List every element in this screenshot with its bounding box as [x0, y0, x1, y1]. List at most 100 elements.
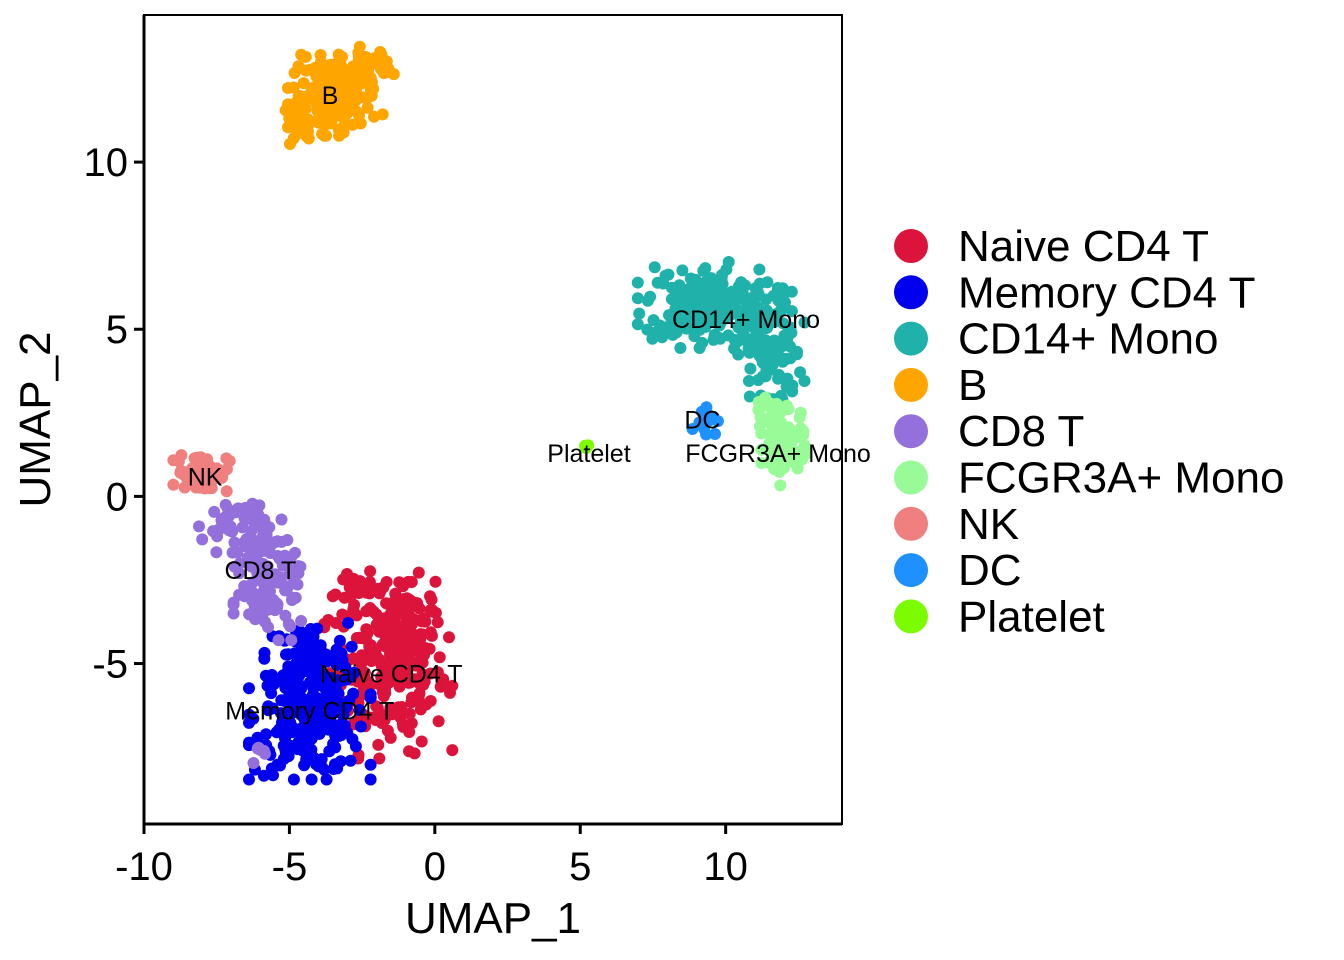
point-b — [282, 82, 294, 94]
series-fcgr3a-mono — [752, 391, 813, 492]
legend-item-naive-cd4-t: Naive CD4 T — [894, 222, 1209, 271]
legend-key-dc — [894, 553, 928, 588]
point-memory-cd4-t — [364, 773, 377, 786]
point-memory-cd4-t — [287, 773, 300, 786]
point-memory-cd4-t — [251, 731, 264, 744]
point-cd14-mono — [674, 342, 687, 354]
point-cd14-mono — [743, 375, 755, 387]
point-naive-cd4-t — [385, 601, 398, 614]
point-naive-cd4-t — [403, 726, 416, 738]
point-memory-cd4-t — [334, 755, 347, 768]
legend-key-naive-cd4-t — [894, 229, 928, 263]
legend-key-fcgr3a-mono — [894, 460, 928, 495]
point-memory-cd4-t — [335, 647, 348, 660]
point-cd8-t — [238, 580, 251, 593]
point-memory-cd4-t — [327, 724, 340, 736]
point-naive-cd4-t — [364, 565, 377, 578]
point-memory-cd4-t — [364, 688, 377, 701]
legend-key-memory-cd4-t — [894, 275, 928, 310]
point-cd14-mono — [761, 344, 773, 357]
cluster-label-b: B — [322, 82, 339, 110]
point-cd14-mono — [665, 314, 678, 327]
point-cd8-t — [245, 543, 258, 556]
legend-label-dc: DC — [958, 546, 1022, 595]
point-memory-cd4-t — [311, 719, 324, 732]
point-naive-cd4-t — [434, 680, 447, 693]
point-naive-cd4-t — [388, 615, 401, 628]
point-cd14-mono — [665, 293, 678, 306]
point-cd8-t — [211, 530, 224, 543]
point-fcgr3a-mono — [752, 396, 765, 408]
point-naive-cd4-t — [371, 702, 384, 714]
point-fcgr3a-mono — [774, 479, 787, 492]
point-b — [300, 124, 313, 137]
point-naive-cd4-t — [352, 587, 365, 599]
point-memory-cd4-t — [267, 769, 279, 782]
point-b — [328, 110, 341, 123]
point-cd8-t — [286, 594, 298, 606]
point-naive-cd4-t — [412, 566, 425, 579]
point-nk — [193, 468, 206, 481]
point-memory-cd4-t — [307, 681, 320, 694]
point-cd8-t — [239, 513, 252, 526]
point-naive-cd4-t — [355, 657, 368, 670]
point-naive-cd4-t — [413, 687, 426, 700]
cluster-labels: Naive CD4 T Memory CD4 T CD14+ Mono B CD8 T F… — [188, 82, 871, 725]
point-b — [284, 138, 296, 150]
point-naive-cd4-t — [419, 615, 432, 628]
x-tick-label: 10 — [703, 845, 748, 889]
point-cd14-mono — [785, 305, 798, 318]
point-cd14-mono — [722, 329, 735, 342]
point-memory-cd4-t — [300, 741, 313, 754]
legend-label-fcgr3a-mono: FCGR3A+ Mono — [958, 454, 1284, 503]
point-cd8-t — [252, 741, 265, 754]
point-cd14-mono — [731, 292, 744, 305]
point-b — [297, 77, 310, 90]
point-memory-cd4-t — [243, 682, 255, 695]
point-cd14-mono — [695, 314, 708, 327]
point-fcgr3a-mono — [780, 441, 793, 454]
point-dc — [709, 428, 721, 440]
point-fcgr3a-mono — [754, 411, 767, 424]
cluster-label-nk: NK — [188, 463, 223, 491]
point-naive-cd4-t — [446, 679, 459, 692]
point-cd8-t — [258, 560, 271, 573]
legend-item-memory-cd4-t: Memory CD4 T — [894, 268, 1255, 317]
point-cd14-mono — [753, 263, 766, 276]
legend-label-memory-cd4-t: Memory CD4 T — [958, 268, 1255, 317]
point-cd14-mono — [633, 307, 646, 320]
point-b — [353, 40, 366, 53]
point-cd14-mono — [699, 262, 712, 275]
point-memory-cd4-t — [340, 673, 353, 686]
legend-key-nk — [894, 506, 928, 541]
point-dc — [686, 423, 699, 435]
point-memory-cd4-t — [285, 685, 298, 698]
point-cd8-t — [193, 520, 205, 533]
point-memory-cd4-t — [298, 759, 311, 772]
point-cd14-mono — [761, 276, 774, 289]
point-cd14-mono — [779, 353, 792, 366]
point-nk — [220, 485, 233, 498]
point-naive-cd4-t — [374, 585, 386, 598]
point-cd8-t — [285, 634, 298, 647]
point-memory-cd4-t — [315, 674, 328, 687]
series-platelet — [579, 439, 595, 454]
point-memory-cd4-t — [259, 669, 272, 682]
point-cd8-t — [281, 560, 293, 573]
point-cd8-t — [291, 578, 304, 591]
point-naive-cd4-t — [432, 715, 445, 728]
point-naive-cd4-t — [360, 623, 373, 636]
point-fcgr3a-mono — [793, 411, 806, 424]
point-cd14-mono — [631, 318, 644, 331]
point-cd8-t — [260, 604, 273, 616]
point-fcgr3a-mono — [755, 443, 768, 456]
point-naive-cd4-t — [392, 701, 405, 714]
x-axis-title: UMAP_1 — [405, 894, 581, 943]
point-cd14-mono — [743, 390, 756, 403]
point-naive-cd4-t — [330, 617, 342, 629]
point-cd8-t — [282, 618, 295, 630]
point-cd8-t — [227, 596, 240, 609]
point-memory-cd4-t — [342, 617, 355, 629]
point-cd14-mono — [693, 342, 706, 354]
point-naive-cd4-t — [375, 717, 388, 729]
